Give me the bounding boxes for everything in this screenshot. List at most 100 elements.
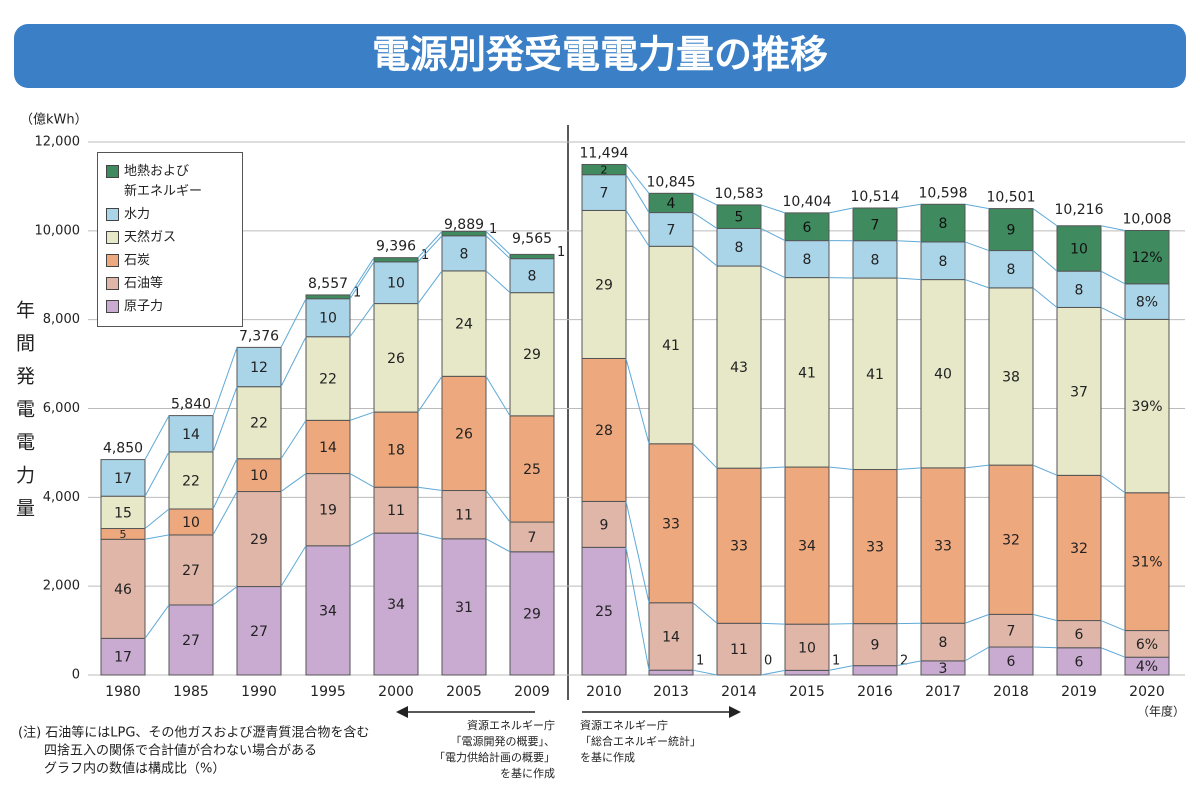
connector	[1100, 307, 1126, 320]
total-label: 5,840	[171, 397, 211, 413]
bar-segment	[373, 261, 419, 305]
connector	[280, 473, 307, 492]
connector	[625, 174, 650, 213]
total-label: 10,008	[1123, 211, 1172, 227]
connector	[349, 532, 375, 547]
source-left: 「電力供給計画の概要」	[434, 750, 555, 764]
segment-label: 11	[387, 503, 405, 519]
source-right: 資源エネルギー庁	[580, 718, 668, 732]
segment-label: 31%	[1131, 555, 1162, 571]
connector	[485, 235, 511, 260]
segment-label: 4%	[1136, 659, 1158, 675]
bar-segment	[648, 443, 694, 604]
segment-label: 18	[387, 443, 405, 459]
bar-segment	[648, 192, 694, 214]
segment-label: 8	[1007, 262, 1016, 278]
connector	[1032, 287, 1058, 308]
y-tick-label: 8,000	[43, 312, 80, 327]
bar-segment	[716, 204, 762, 229]
bar-segment	[441, 230, 487, 237]
segment-label: 2	[900, 654, 908, 669]
legend-swatch	[106, 300, 119, 313]
bar-segment	[648, 245, 694, 445]
bar-segment	[716, 265, 762, 469]
legend-label: 地熱および 新エネルギー	[124, 164, 203, 199]
total-label: 9,889	[444, 217, 484, 233]
segment-label: 10	[798, 640, 816, 656]
connector	[349, 261, 375, 299]
y-tick-label: 2,000	[43, 579, 80, 594]
segment-label: 9	[1007, 223, 1016, 239]
connector	[280, 298, 307, 348]
y-tick-label: 0	[72, 668, 80, 683]
total-label: 4,850	[103, 441, 143, 457]
total-label: 10,598	[919, 185, 968, 201]
legend-item: 石炭	[106, 251, 234, 271]
total-label: 11,494	[580, 145, 629, 161]
total-label: 10,216	[1055, 202, 1104, 218]
bar-segment	[920, 279, 966, 469]
legend-swatch	[106, 254, 119, 267]
segment-label: 12%	[1131, 250, 1162, 266]
segment-label: 34	[319, 603, 337, 619]
segment-label: 1	[353, 285, 361, 300]
note: グラフ内の数値は構成比（%）	[44, 761, 225, 777]
connector	[349, 411, 375, 421]
bar-segment	[716, 227, 762, 267]
bar-segment	[373, 532, 419, 676]
segment-label: 29	[523, 606, 541, 622]
connector	[1032, 250, 1058, 272]
connector	[964, 241, 990, 252]
x-tick-label: 2017	[925, 684, 961, 700]
bar-segment	[1056, 647, 1102, 676]
bar-segment	[100, 538, 146, 639]
x-tick-label: 2009	[514, 684, 550, 700]
legend-swatch	[106, 165, 119, 178]
bar-segment	[509, 551, 555, 676]
segment-label: 6	[1007, 654, 1016, 670]
segment-label: 14	[662, 629, 680, 645]
bar-segment	[648, 669, 694, 676]
bar-segment	[988, 613, 1034, 648]
bar-segment	[305, 473, 351, 547]
bar-segment	[852, 277, 898, 471]
bar-segment	[852, 207, 898, 242]
x-tick-label: 2000	[378, 684, 414, 700]
bar-segment	[305, 545, 351, 676]
legend-swatch	[106, 208, 119, 221]
segment-label: 0	[764, 654, 772, 669]
bar-segment	[581, 500, 627, 548]
total-label: 10,514	[851, 189, 900, 205]
connector	[896, 240, 922, 243]
bar-segment	[1124, 492, 1170, 632]
legend-label: 原子力	[124, 299, 164, 314]
source-left: 資源エネルギー庁	[467, 718, 555, 732]
connector	[1032, 208, 1058, 227]
connector	[280, 336, 307, 387]
connector	[964, 203, 990, 210]
bar-segment	[373, 486, 419, 534]
y-tick-label: 4,000	[43, 490, 80, 505]
segment-label: 2	[601, 164, 608, 177]
connector	[896, 467, 922, 471]
connector	[1100, 225, 1126, 231]
segment-label: 46	[114, 582, 132, 598]
y-tick-label: 12,000	[35, 135, 81, 150]
segment-label: 7	[528, 530, 537, 546]
x-tick-label: 2013	[653, 684, 689, 700]
legend-item: 原子力	[106, 297, 234, 317]
bar-segment	[441, 235, 487, 272]
bar-segment	[305, 419, 351, 475]
segment-label: 29	[250, 532, 268, 548]
segment-label: 41	[866, 367, 884, 383]
bar-segment	[581, 357, 627, 502]
segment-label: 28	[595, 423, 613, 439]
segment-label: 8	[735, 240, 744, 256]
source-left: を基に作成	[500, 767, 555, 780]
bar-segment	[784, 212, 830, 242]
y-tick-label: 6,000	[43, 401, 80, 416]
legend-item: 地熱および 新エネルギー	[106, 162, 234, 202]
x-tick-label: 1995	[310, 684, 346, 700]
x-tick-label: 2010	[586, 684, 622, 700]
connector	[144, 534, 170, 540]
